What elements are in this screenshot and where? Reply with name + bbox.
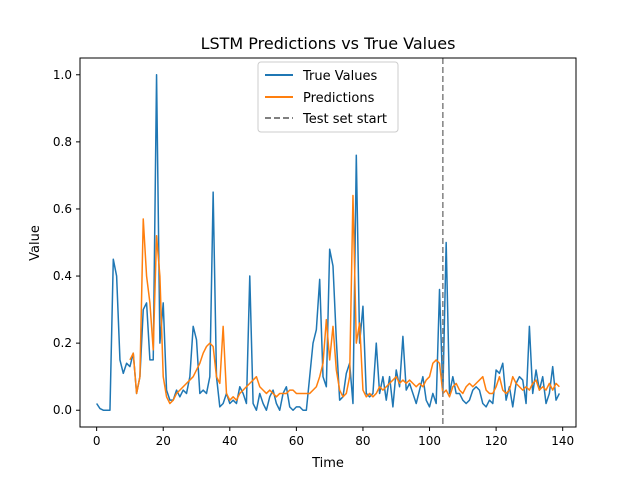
x-tick-label: 80 xyxy=(355,434,370,448)
x-tick-label: 40 xyxy=(222,434,237,448)
series-layer xyxy=(96,58,561,427)
y-axis-label: Value xyxy=(28,225,43,261)
legend-label-test-set-start: Test set start xyxy=(302,112,387,127)
plot-frame xyxy=(79,57,577,428)
legend: True Values Predictions Test set start xyxy=(257,61,399,133)
y-tick-label: 0.6 xyxy=(53,202,72,216)
axes-layer: 0 20 40 60 80 100 120 140 0.0 0.2 0.4 0.6 0.8 1.0 xyxy=(53,57,577,448)
y-tick-label: 1.0 xyxy=(53,68,72,82)
y-tick-label: 0.8 xyxy=(53,135,72,149)
x-tick-label: 100 xyxy=(418,434,441,448)
y-tick-label: 0.4 xyxy=(53,269,72,283)
x-tick-label: 140 xyxy=(551,434,574,448)
legend-box xyxy=(257,61,399,133)
x-tick-label: 120 xyxy=(485,434,508,448)
x-tick-label: 60 xyxy=(289,434,304,448)
y-tick-label: 0.2 xyxy=(53,336,72,350)
x-tick-label: 0 xyxy=(93,434,101,448)
y-tick-label: 0.0 xyxy=(53,403,72,417)
series-line-predictions xyxy=(129,194,560,405)
chart-title: LSTM Predictions vs True Values xyxy=(201,34,456,53)
legend-label-true-values: True Values xyxy=(302,69,377,84)
legend-label-predictions: Predictions xyxy=(303,91,375,106)
x-tick-label: 20 xyxy=(156,434,171,448)
x-axis-label: Time xyxy=(311,456,344,471)
